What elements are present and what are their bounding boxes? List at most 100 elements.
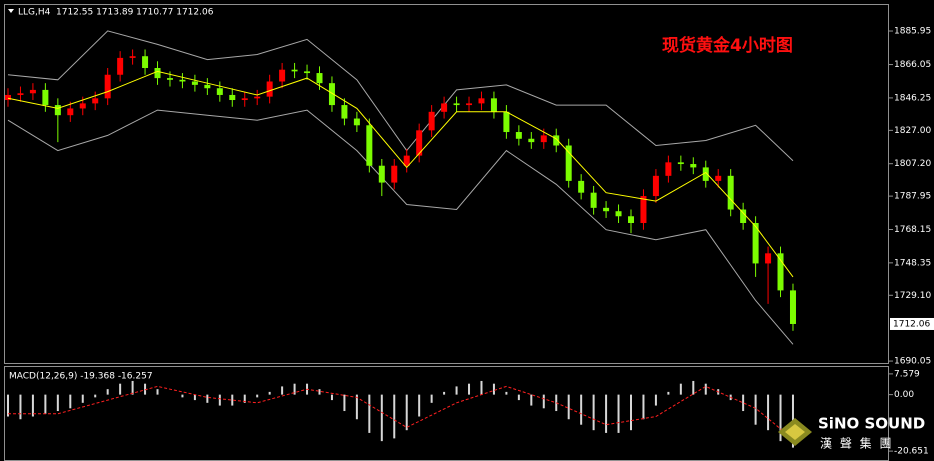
candle-body [204,84,211,89]
candle-body [652,175,659,197]
histogram-bar [19,394,22,420]
lower-band [7,109,794,345]
histogram-bar [193,394,196,401]
histogram-bar [567,394,570,420]
quote: 1712.55 1713.89 1710.77 1712.06 [56,8,214,18]
histogram-bar [206,394,209,403]
candle-body [17,93,24,95]
logo-subtitle: 漢 聲 集 團 [820,436,893,451]
candle-body [590,192,597,208]
candle-body [316,73,323,84]
histogram-bar [679,383,682,395]
logo-mark-inner [785,424,805,440]
histogram-bar [630,394,632,431]
macd-label: MACD(12,26,9) -19.368 -16.257 [9,372,153,382]
candle-body [79,103,86,109]
histogram-bar [243,394,246,403]
histogram-bar [330,394,333,401]
histogram-bar [443,391,446,395]
y-tick-label: 1748.35 [894,258,931,268]
candle-body [391,165,398,183]
candle-body [503,111,510,133]
y-tick-label: 1768.15 [894,225,931,235]
histogram-bar [256,394,259,398]
histogram-bar [480,380,483,395]
candle-body [490,98,497,112]
signal-line [8,385,794,440]
y-tick-label: 1729.10 [894,291,931,301]
candle-body [702,167,709,181]
histogram-bar [580,394,583,425]
histogram-bar [455,386,458,395]
histogram-bar [542,394,545,409]
candle-body [92,98,99,104]
histogram-bar [779,394,782,442]
candle-body [677,162,684,165]
candle-body [328,83,335,106]
candle-body [154,68,161,79]
histogram-bar [430,394,433,403]
candle-body [777,253,784,291]
histogram-bar [617,394,620,433]
histogram-bar [418,394,421,417]
histogram-bar [517,394,520,401]
candle-body [179,79,186,82]
last-price-box [890,317,934,330]
y-tick-label: 0.00 [894,390,914,400]
menu-arrow[interactable] [8,9,14,13]
histogram-bar [742,394,745,412]
histogram-bar [380,394,383,442]
candle-body [603,207,610,212]
histogram-bar [468,383,471,395]
histogram-bar [119,383,122,395]
histogram-bar [94,394,97,398]
candle-body [254,96,261,99]
candle-body [142,56,149,69]
candle-body [665,162,672,176]
candle-body [628,216,634,224]
candle-body [29,89,36,94]
candle-body [553,135,560,146]
candle-body [540,135,547,143]
candle-body [765,253,772,264]
candle-body [789,290,796,324]
histogram-bar [144,383,147,395]
candle-body [191,81,198,85]
histogram-bar [393,394,396,439]
candle-body [54,105,61,116]
last-price-label: 1712.06 [893,319,930,329]
histogram-bar [592,394,595,431]
histogram-bar [106,389,109,395]
histogram-bar [7,394,9,417]
y-tick-label: -20.651 [894,447,929,457]
histogram-bar [754,394,757,425]
candle-body [366,125,373,166]
histogram-bar [81,394,84,403]
histogram-bar [69,394,72,409]
candle-body [640,196,647,224]
candle-body [727,175,734,210]
candle-body [740,209,747,224]
y-tick-label: 1807.20 [894,159,931,169]
candle-body [416,130,423,156]
histogram-bar [368,394,371,433]
logo-name: SiNO SOUND [818,415,925,433]
candle-body [403,155,410,166]
histogram-bar [704,383,707,395]
y-tick-label: 1885.95 [894,27,931,37]
histogram-bar [281,386,284,395]
candle-body [5,94,11,101]
candle-body [353,118,360,126]
candle-body [378,165,385,183]
histogram-bar [156,389,159,395]
candle-body [266,81,273,97]
histogram-bar [654,394,657,406]
histogram-bar [492,383,495,395]
histogram-bar [44,394,47,414]
histogram-bar [318,389,321,395]
histogram-bar [692,380,695,395]
histogram-bar [767,394,770,431]
logo: SiNO SOUND 漢 聲 集 團 [778,415,925,451]
candle-body [166,78,173,80]
y-tick-label: 1690.05 [894,357,931,367]
